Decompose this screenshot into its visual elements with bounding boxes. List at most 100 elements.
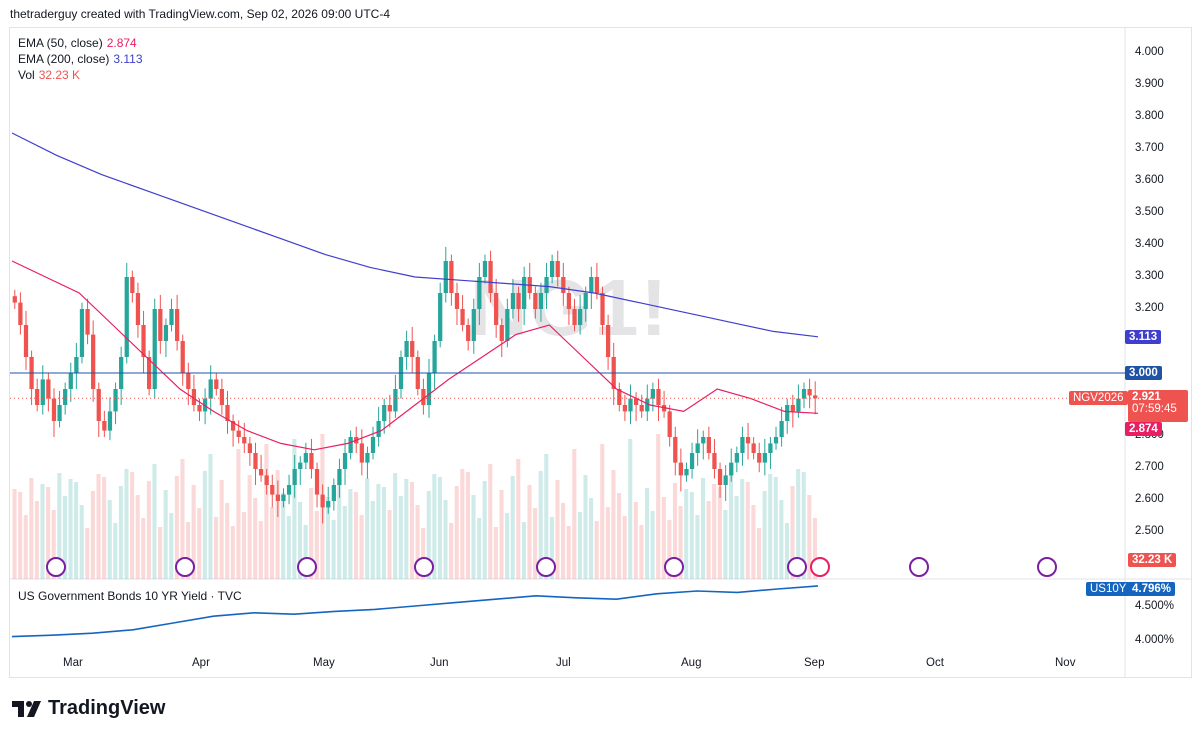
volume-bar <box>572 449 577 579</box>
volume-bar <box>477 518 482 579</box>
volume-bar <box>113 523 118 579</box>
volume-bar <box>437 477 442 579</box>
time-axis-label: May <box>313 657 335 669</box>
candle-body <box>359 443 364 463</box>
volume-bar <box>533 508 538 579</box>
candle-body <box>191 389 197 405</box>
volume-bar <box>605 507 610 579</box>
volume-bar <box>728 473 734 579</box>
volume-bar <box>163 490 168 579</box>
candle-body <box>393 389 398 412</box>
candle-body <box>258 469 264 476</box>
lower-pane-title[interactable]: US Government Bonds 10 YR Yield · TVC <box>18 589 242 603</box>
dividend-event-icon[interactable] <box>414 557 434 577</box>
candle-body <box>236 430 241 437</box>
volume-bar <box>745 482 750 579</box>
volume-bar <box>393 473 398 579</box>
volume-bar <box>695 515 700 579</box>
volume-bar <box>471 495 476 579</box>
volume-bar <box>734 496 739 579</box>
volume-bar <box>611 470 616 579</box>
price-axis-label: 2.500 <box>1135 525 1164 537</box>
dividend-event-icon[interactable] <box>1037 557 1057 577</box>
volume-bar <box>29 478 34 579</box>
price-axis-label: 2.600 <box>1135 493 1164 505</box>
volume-bar <box>107 500 112 579</box>
volume-bar <box>18 492 23 579</box>
candle-body <box>466 325 471 341</box>
volume-bar <box>152 464 157 579</box>
volume-bar <box>342 506 347 579</box>
dividend-event-icon[interactable] <box>909 557 929 577</box>
candle-body <box>298 462 303 469</box>
volume-bar <box>689 492 694 579</box>
volume-bar <box>443 500 448 579</box>
dividend-event-icon[interactable] <box>787 557 807 577</box>
volume-bar <box>644 488 650 579</box>
dividend-event-icon[interactable] <box>664 557 684 577</box>
candle-body <box>79 309 85 357</box>
legend-ema200-value: 3.113 <box>113 52 143 66</box>
volume-bar <box>303 525 308 579</box>
candle-body <box>762 453 767 463</box>
candle-body <box>337 469 342 485</box>
candle-body <box>96 389 101 421</box>
volume-bar <box>247 475 252 579</box>
legend-ema50-value: 2.874 <box>106 36 137 50</box>
volume-bar <box>253 498 258 579</box>
volume-bar <box>773 477 778 579</box>
legend-ema50[interactable]: EMA (50, close) 2.874 <box>18 35 137 51</box>
volume-bar <box>706 501 711 579</box>
volume-bar <box>180 459 185 579</box>
candle-body <box>701 437 706 444</box>
volume-bar <box>650 511 655 579</box>
candle-body <box>449 261 454 293</box>
candle-body <box>320 494 325 508</box>
candle-body <box>522 277 527 309</box>
volume-bar <box>790 486 795 579</box>
dividend-event-icon[interactable] <box>46 557 66 577</box>
flash-event-icon[interactable] <box>810 557 830 577</box>
volume-bar <box>812 518 817 579</box>
volume-bar <box>667 520 672 579</box>
legend-ema200[interactable]: EMA (200, close) 3.113 <box>18 51 143 67</box>
volume-bar <box>124 469 129 579</box>
legend-vol-value: 32.23 K <box>38 68 81 82</box>
time-axis-label: Apr <box>192 657 210 669</box>
candle-body <box>197 405 202 412</box>
candle-body <box>85 309 90 335</box>
legend-vol-label: Vol <box>18 68 35 82</box>
candle-body <box>589 277 594 293</box>
dividend-event-icon[interactable] <box>536 557 556 577</box>
volume-bar <box>40 484 45 579</box>
volume-bar <box>762 491 767 579</box>
volume-bar <box>589 498 594 579</box>
candle-body <box>801 389 807 399</box>
volume-bar <box>700 478 706 579</box>
candle-body <box>533 293 538 309</box>
candle-body <box>202 398 208 412</box>
price-axis-label: 3.600 <box>1135 174 1164 186</box>
candle-body <box>410 341 415 357</box>
candle-body <box>57 405 62 421</box>
volume-bar <box>684 489 689 579</box>
legend-volume[interactable]: Vol 32.23 K <box>18 67 80 83</box>
volume-bar <box>505 513 510 579</box>
candle-body <box>180 341 185 373</box>
volume-bar <box>600 444 605 579</box>
volume-bar <box>633 502 638 579</box>
volume-bar <box>717 487 722 579</box>
candle-body <box>314 469 320 495</box>
volume-bar <box>79 505 84 579</box>
dividend-event-icon[interactable] <box>297 557 317 577</box>
tradingview-logo[interactable]: TradingView <box>12 697 165 720</box>
candle-body <box>572 309 577 325</box>
candle-body <box>684 469 689 476</box>
volume-bar <box>510 476 515 579</box>
candle-body <box>242 437 247 444</box>
dividend-event-icon[interactable] <box>175 557 195 577</box>
candle-body <box>247 443 253 453</box>
candle-body <box>370 437 376 453</box>
candle-body <box>342 453 348 469</box>
